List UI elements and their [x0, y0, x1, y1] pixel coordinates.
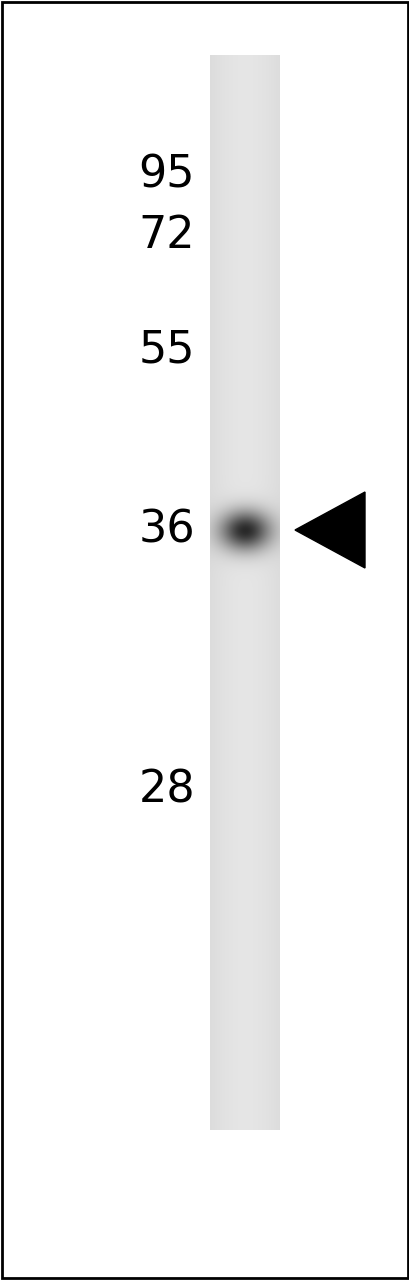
Text: 28: 28 [138, 768, 195, 812]
Text: 95: 95 [138, 154, 195, 197]
Text: 36: 36 [138, 508, 195, 552]
Text: 55: 55 [138, 329, 195, 371]
Polygon shape [294, 492, 364, 568]
Text: 72: 72 [138, 214, 195, 256]
